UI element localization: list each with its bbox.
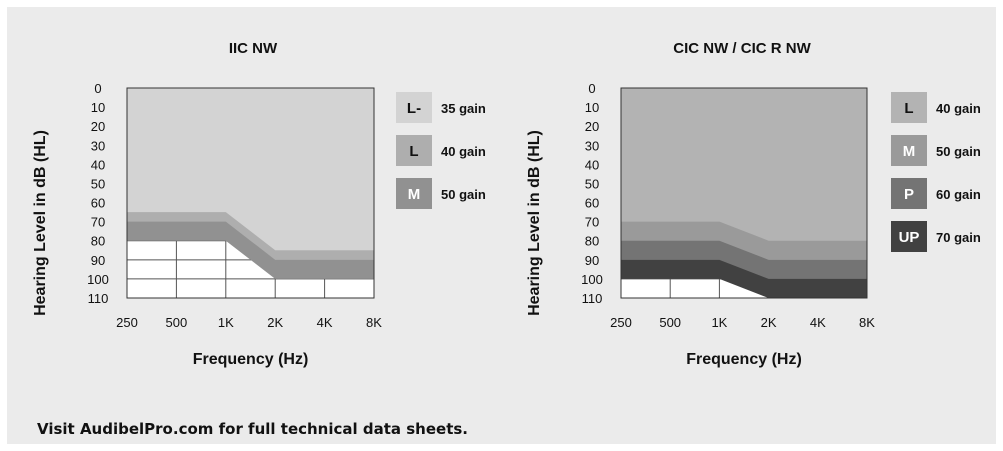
y-tick-label: 80 xyxy=(91,234,105,249)
x-tick-label: 1K xyxy=(711,315,727,330)
legend-swatch-p xyxy=(891,178,927,209)
band-area-l-1 xyxy=(621,88,867,241)
legend-swatch-l xyxy=(891,92,927,123)
y-tick-label: 10 xyxy=(585,100,599,115)
footer-note: Visit AudibelPro.com for full technical … xyxy=(37,420,469,438)
x-tick-label: 4K xyxy=(810,315,826,330)
legend-label: 50 gain xyxy=(936,144,981,159)
y-axis-label-0: Hearing Level in dB (HL) xyxy=(32,130,49,316)
y-tick-label: 80 xyxy=(585,234,599,249)
y-tick-label: 100 xyxy=(87,272,109,287)
chart-title-1: CIC NW / CIC R NW xyxy=(673,40,811,57)
y-axis-label-1: Hearing Level in dB (HL) xyxy=(526,130,543,316)
y-tick-label: 60 xyxy=(585,196,599,211)
legend-label: 70 gain xyxy=(936,230,981,245)
legend-code: UP xyxy=(899,229,920,246)
y-tick-label: 30 xyxy=(585,138,599,153)
y-tick-label: 70 xyxy=(585,215,599,230)
y-tick-label: 110 xyxy=(582,291,603,306)
y-tick-label: 20 xyxy=(91,119,105,134)
x-tick-label: 250 xyxy=(610,315,632,330)
plot-frame-0 xyxy=(126,87,375,299)
y-tick-label: 60 xyxy=(91,196,105,211)
chart-title-0: IIC NW xyxy=(229,40,278,57)
x-tick-label: 1K xyxy=(218,315,234,330)
y-tick-label: 40 xyxy=(91,157,105,172)
y-tick-label: 0 xyxy=(588,81,595,96)
y-tick-label: 30 xyxy=(91,138,105,153)
x-tick-label: 2K xyxy=(761,315,777,330)
x-tick-label: 250 xyxy=(116,315,138,330)
y-tick-label: 40 xyxy=(585,157,599,172)
legend-swatch-lminus xyxy=(396,92,432,123)
legend-swatch-l xyxy=(396,135,432,166)
plot-frame-1 xyxy=(620,87,868,299)
x-tick-label: 500 xyxy=(659,315,681,330)
legend-label: 35 gain xyxy=(441,101,486,116)
legend-label: 60 gain xyxy=(936,187,981,202)
legend-code: L xyxy=(904,100,913,117)
x-tick-label: 2K xyxy=(267,315,283,330)
band-area-lminus-0 xyxy=(127,88,374,251)
y-tick-label: 90 xyxy=(91,253,105,268)
x-tick-label: 8K xyxy=(859,315,875,330)
legend-label: 50 gain xyxy=(441,187,486,202)
legend-code: M xyxy=(408,186,421,203)
legend-code: P xyxy=(904,186,914,203)
legend-swatch-m xyxy=(891,135,927,166)
legend-label: 40 gain xyxy=(936,101,981,116)
x-axis-label-1: Frequency (Hz) xyxy=(686,351,802,368)
legend-swatch-m xyxy=(396,178,432,209)
y-tick-label: 90 xyxy=(585,253,599,268)
x-tick-label: 8K xyxy=(366,315,382,330)
y-tick-label: 20 xyxy=(585,119,599,134)
y-tick-label: 50 xyxy=(91,176,105,191)
legend-code: L xyxy=(409,143,418,160)
legend-code: M xyxy=(903,143,916,160)
y-tick-label: 110 xyxy=(88,291,109,306)
legend-swatch-up xyxy=(891,221,927,252)
x-tick-label: 500 xyxy=(166,315,188,330)
x-tick-label: 4K xyxy=(317,315,333,330)
x-axis-label-0: Frequency (Hz) xyxy=(193,351,309,368)
y-tick-label: 0 xyxy=(94,81,101,96)
y-tick-label: 100 xyxy=(581,272,603,287)
legend-label: 40 gain xyxy=(441,144,486,159)
y-tick-label: 50 xyxy=(585,176,599,191)
y-tick-label: 70 xyxy=(91,215,105,230)
y-tick-label: 10 xyxy=(91,100,105,115)
background-panel: IIC NW 0 10 20 30 40 50 60 70 80 90 100 110 250 500 1K 2… xyxy=(7,7,996,444)
legend-code: L- xyxy=(407,100,421,117)
